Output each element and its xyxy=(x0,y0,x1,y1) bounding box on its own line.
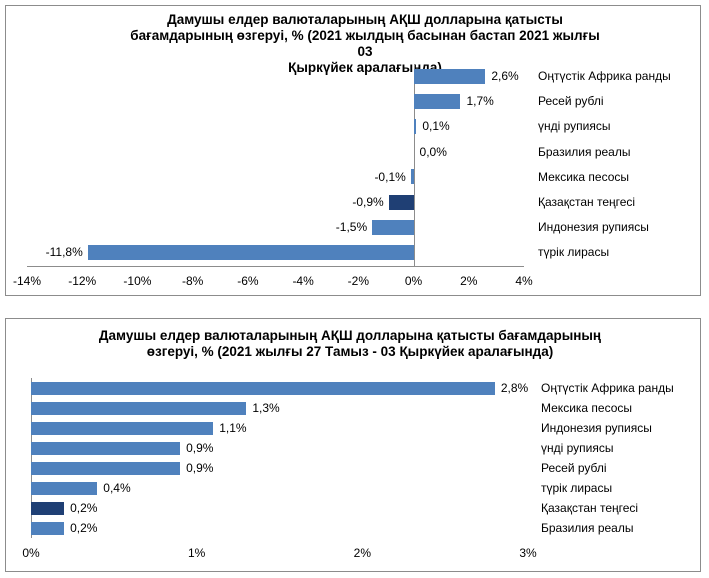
category-label: түрік лирасы xyxy=(538,245,610,260)
bar xyxy=(31,521,65,535)
bar xyxy=(31,401,247,415)
bar xyxy=(372,219,414,235)
category-label: үнді рупиясы xyxy=(541,441,614,455)
x-tick-label: -4% xyxy=(292,274,314,288)
y-axis-line xyxy=(31,378,32,538)
x-tick-label: 0% xyxy=(22,546,40,560)
data-label: -0,9% xyxy=(352,195,384,209)
y-axis-line xyxy=(413,64,415,266)
data-label: 1,1% xyxy=(219,421,247,435)
category-label: Бразилия реалы xyxy=(541,521,634,535)
data-label: 1,7% xyxy=(466,94,494,109)
title-line: Дамушы елдер валюталарының АҚШ долларына… xyxy=(167,12,563,27)
bar xyxy=(87,244,414,260)
bar xyxy=(410,169,414,185)
x-tick-label: 2% xyxy=(353,546,371,560)
x-tick-label: -2% xyxy=(347,274,369,288)
x-tick-label: -6% xyxy=(237,274,259,288)
title-line: бағамдарының өзгеруі, % (2021 жылдың бас… xyxy=(130,28,600,59)
data-label: 0,4% xyxy=(103,481,131,495)
data-label: 0,9% xyxy=(186,461,214,475)
x-tick-label: 1% xyxy=(187,546,206,560)
data-label: 0,9% xyxy=(186,441,214,455)
category-label: Бразилия реалы xyxy=(538,144,631,159)
category-label: Оңтүстік Африка ранды xyxy=(538,69,671,83)
x-tick-label: 4% xyxy=(515,274,533,288)
category-label: Индонезия рупиясы xyxy=(538,220,649,235)
category-label: Индонезия рупиясы xyxy=(541,421,652,435)
bar xyxy=(413,118,417,134)
bar xyxy=(413,93,461,109)
bar xyxy=(413,68,486,84)
data-label: 2,8% xyxy=(500,381,529,395)
title-line: өзгеруі, % (2021 жылғы 27 Тамыз - 03 Қыр… xyxy=(146,344,554,359)
bar xyxy=(31,441,181,455)
x-tick-label: -12% xyxy=(68,274,97,288)
x-tick-label: -14% xyxy=(12,274,42,288)
x-tick-label: -10% xyxy=(123,274,152,288)
x-tick-label: 0% xyxy=(404,274,423,288)
bar xyxy=(388,194,414,210)
data-label: -1,5% xyxy=(335,220,368,235)
chart-1-title: Дамушы елдер валюталарының АҚШ долларына… xyxy=(130,12,600,76)
bar xyxy=(31,421,214,435)
category-label: түрік лирасы xyxy=(541,481,613,495)
category-label: үнді рупиясы xyxy=(538,119,611,134)
category-label: Мексика песосы xyxy=(541,401,633,415)
x-axis-line xyxy=(27,266,524,267)
category-label: Қазақстан теңгесі xyxy=(538,195,636,209)
category-label: Мексика песосы xyxy=(538,169,630,184)
x-tick-label: -8% xyxy=(181,274,204,288)
title-line: Қыркүйек аралағында) xyxy=(288,60,442,75)
category-label: Ресей рублі xyxy=(538,94,604,109)
bar xyxy=(31,381,495,395)
bar xyxy=(31,501,65,515)
data-label: 0,2% xyxy=(70,521,98,535)
data-label: 0,0% xyxy=(419,144,447,159)
category-label: Оңтүстік Африка ранды xyxy=(541,381,674,395)
title-line: Дамушы елдер валюталарының АҚШ долларына… xyxy=(98,328,602,343)
data-label: -11,8% xyxy=(45,245,83,260)
chart-2-title: Дамушы елдер валюталарының АҚШ долларына… xyxy=(70,328,630,360)
category-label: Ресей рублі xyxy=(541,461,607,475)
data-label: 1,3% xyxy=(252,401,280,415)
data-label: 0,1% xyxy=(422,119,450,134)
x-tick-label: 3% xyxy=(519,546,537,560)
bar xyxy=(31,481,98,495)
data-label: 2,6% xyxy=(491,69,519,83)
bar xyxy=(31,461,181,475)
data-label: 0,2% xyxy=(70,501,98,515)
x-tick-label: 2% xyxy=(460,274,478,288)
category-label: Қазақстан теңгесі xyxy=(541,501,639,515)
data-label: -0,1% xyxy=(374,169,406,184)
